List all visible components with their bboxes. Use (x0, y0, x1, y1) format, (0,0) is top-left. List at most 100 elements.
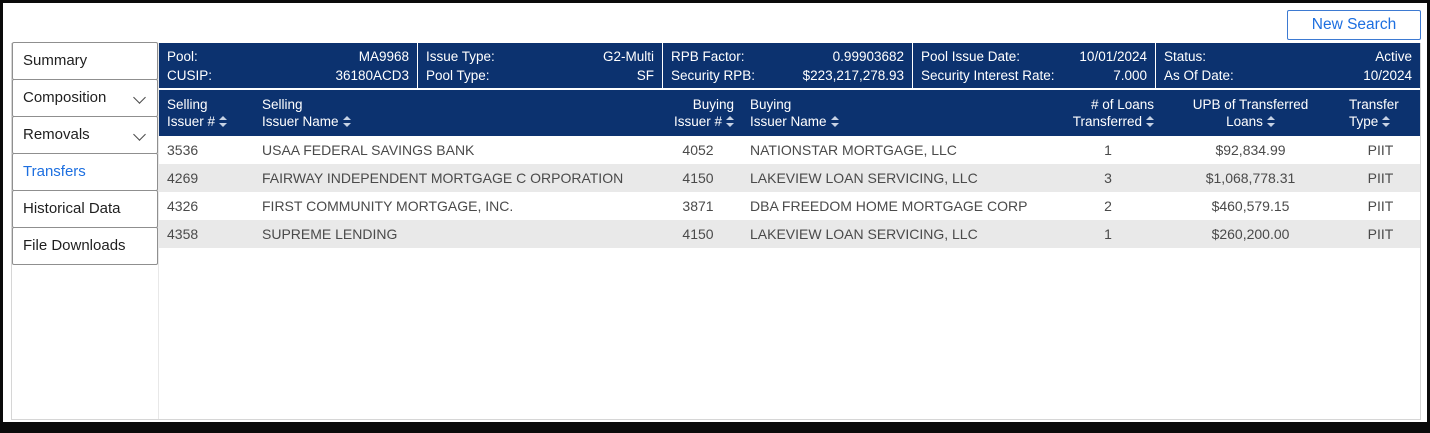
sidebar-item-label: Removals (23, 126, 90, 143)
pool-info-bar: Pool: MA9968 CUSIP: 36180ACD3 Issue Type: G2-… (159, 43, 1420, 88)
cell-buying-issuer-number: 4150 (682, 226, 714, 242)
info-field-rpb-factor: RPB Factor: 0.99903682 (671, 47, 904, 66)
info-section: Pool Issue Date: 10/01/2024 Security Inter… (913, 43, 1156, 88)
cell-buying-issuer-name: DBA FREEDOM HOME MORTGAGE CORP (750, 198, 1028, 214)
sidebar-item-label: Transfers (23, 163, 86, 180)
info-value: $223,217,278.93 (802, 67, 904, 83)
cell-buying-issuer-name: LAKEVIEW LOAN SERVICING, LLC (750, 226, 978, 242)
column-header-buying-issuer-name[interactable]: Buying Issuer Name (742, 96, 1054, 130)
cell-num-loans-transferred: 2 (1104, 198, 1112, 214)
cell-transfer-type: PIIT (1367, 226, 1394, 242)
cell-buying-issuer-number: 3871 (682, 198, 714, 214)
sidebar-item-transfers[interactable]: Transfers (12, 153, 158, 191)
chevron-down-icon (133, 128, 146, 141)
cell-num-loans-transferred: 1 (1104, 226, 1112, 242)
info-label: As Of Date: (1164, 67, 1234, 83)
cell-selling-issuer-name: FIRST COMMUNITY MORTGAGE, INC. (262, 198, 514, 214)
info-field-security-interest-rate: Security Interest Rate: 7.000 (921, 66, 1147, 85)
cell-transfer-type: PIIT (1367, 198, 1394, 214)
sort-icon (1146, 116, 1154, 127)
info-value: SF (636, 67, 654, 83)
chevron-down-icon (133, 91, 146, 104)
cell-num-loans-transferred: 3 (1104, 170, 1112, 186)
info-label: Security Interest Rate: (921, 67, 1055, 83)
table-row: 4269 FAIRWAY INDEPENDENT MORTGAGE C ORPOR… (159, 164, 1420, 192)
info-label: Pool: (167, 48, 198, 64)
cell-buying-issuer-number: 4052 (682, 142, 714, 158)
info-value: Active (1375, 48, 1412, 64)
sidebar-item-label: Summary (23, 52, 88, 69)
cell-upb-of-transferred-loans: $92,834.99 (1215, 142, 1286, 158)
info-label: Issue Type: (426, 48, 495, 64)
info-value: 36180ACD3 (335, 67, 409, 83)
cell-num-loans-transferred: 1 (1104, 142, 1112, 158)
info-label: Pool Issue Date: (921, 48, 1021, 64)
cell-buying-issuer-name: LAKEVIEW LOAN SERVICING, LLC (750, 170, 978, 186)
info-value: 7.000 (1113, 67, 1147, 83)
sidebar-item-composition[interactable]: Composition (12, 79, 158, 117)
sidebar-item-label: File Downloads (23, 237, 126, 254)
table-row: 3536 USAA FEDERAL SAVINGS BANK 4052 NATIONS… (159, 136, 1420, 164)
cell-selling-issuer-name: FAIRWAY INDEPENDENT MORTGAGE C ORPORATIO… (262, 170, 624, 186)
info-section: Status: Active As Of Date: 10/2024 (1156, 43, 1420, 88)
info-field-as-of-date: As Of Date: 10/2024 (1164, 66, 1412, 85)
table-row: 4358 SUPREME LENDING 4150 LAKEVIEW LOAN SER… (159, 220, 1420, 248)
info-field-pool-issue-date: Pool Issue Date: 10/01/2024 (921, 47, 1147, 66)
sidebar-item-label: Historical Data (23, 200, 121, 217)
sort-icon (1266, 116, 1275, 127)
info-field-cusip: CUSIP: 36180ACD3 (167, 66, 409, 85)
sidebar-item-removals[interactable]: Removals (12, 116, 158, 154)
info-value: G2-Multi (602, 48, 654, 64)
info-value: 0.99903682 (832, 48, 904, 64)
cell-transfer-type: PIIT (1367, 142, 1394, 158)
main-panel: Summary Composition Removals Transfers Histo… (11, 42, 1421, 420)
column-header-upb-of-transferred-loans[interactable]: UPB of Transferred Loans (1192, 97, 1309, 129)
content-area: Pool: MA9968 CUSIP: 36180ACD3 Issue Type: G2-… (159, 43, 1420, 419)
column-header-buying-issuer-number[interactable]: Buying Issuer # (673, 97, 734, 129)
sort-icon (726, 116, 734, 127)
new-search-button[interactable]: New Search (1287, 10, 1421, 40)
info-section: Pool: MA9968 CUSIP: 36180ACD3 (159, 43, 418, 88)
sort-icon (1382, 116, 1391, 127)
cell-buying-issuer-number: 4150 (682, 170, 714, 186)
cell-selling-issuer-number: 4326 (167, 198, 199, 214)
cell-selling-issuer-name: SUPREME LENDING (262, 226, 398, 242)
info-section: RPB Factor: 0.99903682 Security RPB: $223,2… (663, 43, 913, 88)
info-label: Pool Type: (426, 67, 490, 83)
info-label: Status: (1164, 48, 1207, 64)
cell-transfer-type: PIIT (1367, 170, 1394, 186)
cell-selling-issuer-number: 4358 (167, 226, 199, 242)
transfers-table-header: Selling Issuer # Selling Issuer Name Buying I… (159, 90, 1420, 136)
info-value: 10/2024 (1363, 67, 1412, 83)
info-value: 10/01/2024 (1079, 48, 1147, 64)
sidebar-item-summary[interactable]: Summary (12, 42, 158, 80)
info-field-issue-type: Issue Type: G2-Multi (426, 47, 654, 66)
cell-selling-issuer-number: 3536 (167, 142, 199, 158)
sort-icon (219, 116, 228, 127)
cell-selling-issuer-name: USAA FEDERAL SAVINGS BANK (262, 142, 475, 158)
column-header-selling-issuer-number[interactable]: Selling Issuer # (159, 96, 254, 130)
info-field-status: Status: Active (1164, 47, 1412, 66)
cell-upb-of-transferred-loans: $260,200.00 (1211, 226, 1290, 242)
sort-icon (830, 116, 839, 127)
sidebar-item-label: Composition (23, 89, 107, 106)
info-section: Issue Type: G2-Multi Pool Type: SF (418, 43, 663, 88)
cell-upb-of-transferred-loans: $460,579.15 (1211, 198, 1290, 214)
cell-upb-of-transferred-loans: $1,068,778.31 (1205, 170, 1296, 186)
info-field-pool: Pool: MA9968 (167, 47, 409, 66)
info-label: Security RPB: (671, 67, 756, 83)
sidebar-item-file-downloads[interactable]: File Downloads (12, 227, 158, 265)
table-row: 4326 FIRST COMMUNITY MORTGAGE, INC. 3871 DB… (159, 192, 1420, 220)
column-header-transfer-type[interactable]: Transfer Type (1349, 97, 1399, 129)
info-field-pool-type: Pool Type: SF (426, 66, 654, 85)
info-value: MA9968 (358, 48, 409, 64)
sort-icon (342, 116, 351, 127)
info-label: RPB Factor: (671, 48, 745, 64)
sidebar-item-historical-data[interactable]: Historical Data (12, 190, 158, 228)
column-header-num-loans-transferred[interactable]: # of Loans Transferred (1072, 97, 1154, 129)
sidebar: Summary Composition Removals Transfers Histo… (12, 42, 159, 419)
cell-buying-issuer-name: NATIONSTAR MORTGAGE, LLC (750, 142, 957, 158)
transfers-table-body: 3536 USAA FEDERAL SAVINGS BANK 4052 NATIONS… (159, 136, 1420, 419)
cell-selling-issuer-number: 4269 (167, 170, 199, 186)
column-header-selling-issuer-name[interactable]: Selling Issuer Name (254, 96, 654, 130)
